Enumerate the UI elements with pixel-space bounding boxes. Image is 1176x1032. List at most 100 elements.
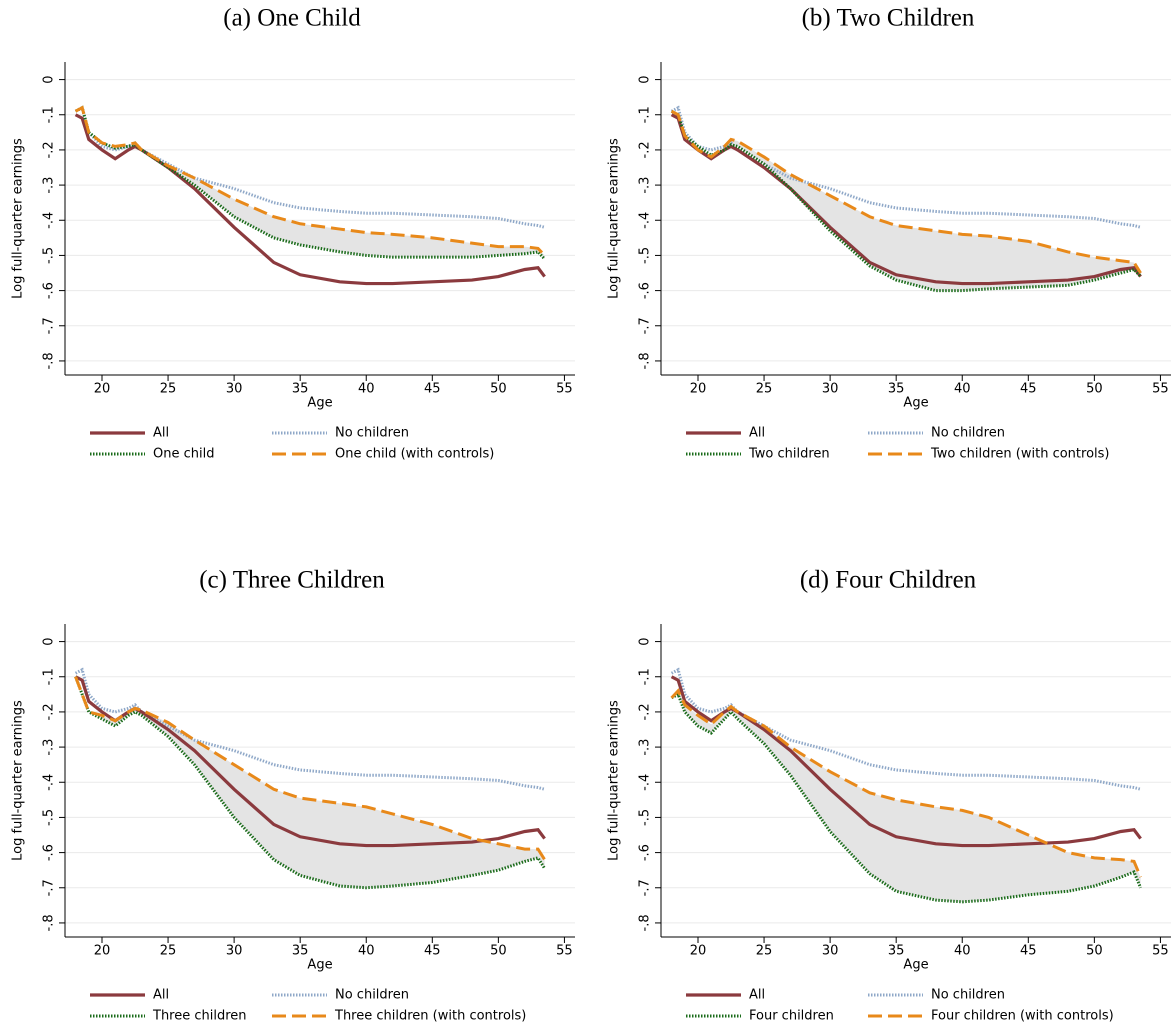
legend-label: No children (335, 426, 409, 441)
series-line (670, 109, 1142, 293)
y-tick-label: -.2 (638, 703, 653, 720)
y-tick-label: -.5 (638, 809, 653, 826)
x-tick-label: 55 (1152, 944, 1169, 959)
legend-label: Two children (with controls) (930, 447, 1110, 462)
shaded-gap (671, 111, 1141, 291)
legend-label: All (153, 426, 169, 441)
x-tick-label: 20 (94, 382, 111, 397)
y-tick-label: -.6 (42, 844, 57, 861)
panel: (d) Four Children 0 -.1 -.2 -.3 -.4 -.5 -.6 -.7 -… (607, 567, 1171, 1024)
panel-title: (d) Four Children (800, 567, 977, 594)
x-tick-label: 40 (954, 944, 971, 959)
series-line (670, 688, 1142, 878)
series-line (670, 105, 1141, 229)
y-tick-label: -.4 (42, 212, 57, 229)
y-tick-label: -.8 (42, 914, 57, 931)
y-tick-label: -.5 (42, 809, 57, 826)
y-tick-label: -.7 (638, 879, 653, 896)
x-tick-label: 55 (556, 382, 573, 397)
shaded-gap (75, 107, 545, 259)
series-line (74, 105, 545, 229)
shaded-gap (75, 676, 545, 888)
x-tick-label: 35 (888, 382, 905, 397)
y-axis-label: Log full-quarter earnings (607, 700, 622, 861)
y-tick-label: -.7 (638, 317, 653, 334)
y-tick-label: -.1 (638, 668, 653, 685)
x-tick-label: 20 (690, 382, 707, 397)
x-tick-label: 50 (1086, 944, 1103, 959)
x-tick-label: 50 (490, 382, 507, 397)
y-tick-label: -.8 (638, 914, 653, 931)
shaded-gap (671, 690, 1141, 902)
x-axis-label: Age (307, 958, 332, 973)
x-tick-label: 45 (1020, 382, 1037, 397)
x-tick-label: 30 (822, 944, 839, 959)
x-tick-label: 50 (490, 944, 507, 959)
x-tick-label: 35 (292, 382, 309, 397)
series-line (670, 113, 1142, 286)
legend-label: Three children (with controls) (334, 1009, 526, 1024)
series-line (74, 667, 545, 791)
y-tick-label: -.2 (42, 703, 57, 720)
y-tick-label: 0 (638, 75, 653, 83)
y-tick-label: -.3 (42, 739, 57, 756)
y-tick-label: -.5 (42, 247, 57, 264)
x-tick-label: 40 (954, 382, 971, 397)
y-tick-label: -.4 (638, 212, 653, 229)
legend-label: One child (with controls) (335, 447, 494, 462)
x-axis-label: Age (903, 396, 928, 411)
legend-label: Four children (with controls) (931, 1009, 1114, 1024)
legend-label: All (153, 988, 169, 1003)
legend-label: Two children (748, 447, 830, 462)
x-tick-label: 25 (756, 944, 773, 959)
y-tick-label: -.6 (638, 844, 653, 861)
x-tick-label: 25 (756, 382, 773, 397)
legend-label: No children (335, 988, 409, 1003)
y-tick-label: -.6 (638, 282, 653, 299)
series-line (670, 667, 1141, 791)
y-tick-label: -.1 (42, 668, 57, 685)
x-tick-label: 30 (822, 382, 839, 397)
y-tick-label: -.7 (42, 317, 57, 334)
legend-label: One child (153, 447, 214, 462)
y-tick-label: -.5 (638, 247, 653, 264)
y-tick-label: -.4 (42, 774, 57, 791)
panel-title: (c) Three Children (199, 567, 385, 594)
x-tick-label: 20 (690, 944, 707, 959)
legend-label: No children (931, 426, 1005, 441)
series-line (670, 692, 1142, 904)
x-tick-label: 30 (226, 382, 243, 397)
x-tick-label: 30 (226, 944, 243, 959)
y-tick-label: -.3 (638, 739, 653, 756)
x-tick-label: 40 (358, 944, 375, 959)
y-tick-label: -.7 (42, 879, 57, 896)
x-tick-label: 45 (1020, 944, 1037, 959)
y-tick-label: 0 (638, 637, 653, 645)
x-tick-label: 40 (358, 382, 375, 397)
x-tick-label: 55 (556, 944, 573, 959)
y-tick-label: -.2 (42, 141, 57, 158)
x-tick-label: 35 (292, 944, 309, 959)
y-tick-label: -.1 (638, 106, 653, 123)
panel-title: (b) Two Children (802, 5, 975, 32)
y-axis-label: Log full-quarter earnings (11, 138, 26, 299)
x-tick-label: 25 (160, 944, 177, 959)
legend-label: All (749, 988, 765, 1003)
panel-title: (a) One Child (223, 5, 361, 32)
x-tick-label: 50 (1086, 382, 1103, 397)
y-tick-label: -.1 (42, 106, 57, 123)
y-tick-label: -.8 (42, 352, 57, 369)
series-line (74, 676, 546, 890)
x-tick-label: 45 (424, 944, 441, 959)
y-tick-label: -.8 (638, 352, 653, 369)
y-tick-label: -.4 (638, 774, 653, 791)
series-line (670, 675, 1142, 848)
series-line (670, 109, 1142, 274)
x-tick-label: 45 (424, 382, 441, 397)
legend-label: No children (931, 988, 1005, 1003)
y-tick-label: 0 (42, 637, 57, 645)
y-tick-label: -.3 (42, 177, 57, 194)
x-tick-label: 35 (888, 944, 905, 959)
series-line (74, 105, 546, 260)
